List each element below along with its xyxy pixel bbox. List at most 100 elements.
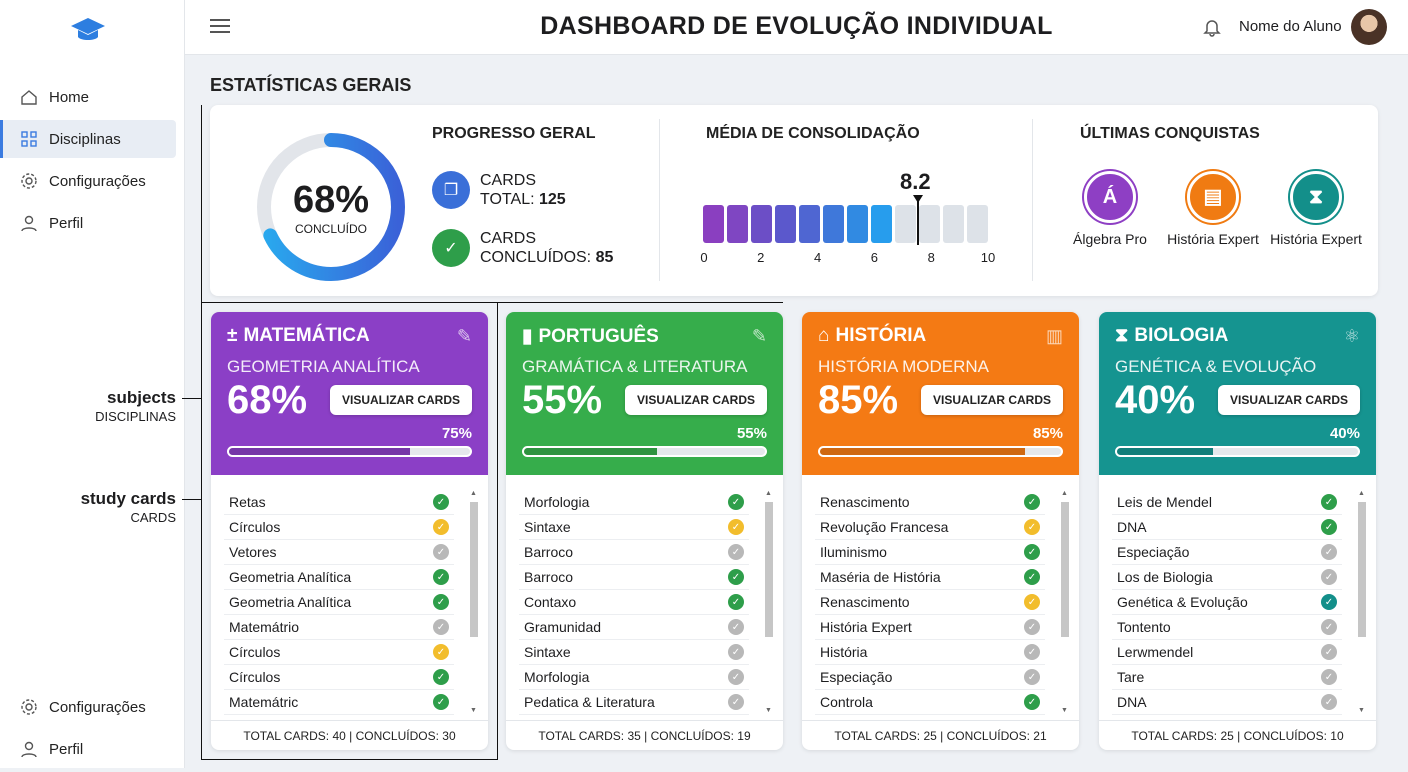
list-item[interactable]: Retas ✓ — [224, 490, 454, 515]
card-title: Morfologia — [524, 494, 590, 510]
list-item[interactable]: Los de Biologia ✓ — [1112, 565, 1342, 590]
map-icon[interactable]: ▥ — [1045, 326, 1063, 346]
list-item[interactable]: Maséria de História ✓ — [815, 565, 1045, 590]
list-item[interactable]: Renascimento ✓ — [815, 590, 1045, 615]
sidebar-item-perfil[interactable]: Perfil — [0, 204, 185, 242]
avatar[interactable] — [1351, 9, 1387, 45]
sidebar-item-disciplinas[interactable]: Disciplinas — [0, 120, 176, 158]
check-status-icon: ✓ — [1024, 594, 1040, 610]
list-item[interactable]: Pedatica & Literatura ✓ — [519, 690, 749, 715]
sidebar-item-configuracoes[interactable]: Configurações — [0, 162, 185, 200]
annotation-subjects: subjects DISCIPLINAS — [95, 388, 176, 424]
view-cards-button[interactable]: VISUALIZAR CARDS — [1217, 385, 1360, 415]
list-item[interactable]: Gramunidad ✓ — [519, 615, 749, 640]
progress-bar — [1115, 446, 1360, 457]
scale-segment — [895, 205, 916, 243]
card-title: Retas — [229, 494, 266, 510]
list-item[interactable]: Lerwmendel ✓ — [1112, 640, 1342, 665]
view-cards-button[interactable]: VISUALIZAR CARDS — [329, 385, 472, 415]
check-status-icon: ✓ — [1321, 594, 1337, 610]
menu-icon[interactable] — [210, 18, 230, 34]
list-item[interactable]: Morfologia ✓ — [519, 665, 749, 690]
list-item[interactable]: Genética & Evolução ✓ — [1112, 590, 1342, 615]
list-item[interactable]: Geometria Analítica ✓ — [224, 565, 454, 590]
scrollbar[interactable]: ▲ ▼ — [1061, 490, 1069, 714]
list-item[interactable]: Barroco ✓ — [519, 565, 749, 590]
badge-icon: ⧗ — [1290, 171, 1342, 223]
card-title: Especiação — [820, 669, 893, 685]
sidebar-item-label: Configurações — [49, 698, 146, 716]
achievement-badge[interactable]: ⧗ História Expert — [1261, 171, 1371, 248]
card-title: História — [820, 644, 868, 660]
check-status-icon: ✓ — [1321, 669, 1337, 685]
list-item[interactable]: DNA ✓ — [1112, 690, 1342, 715]
subject-name: MATEMÁTICA — [243, 325, 370, 346]
sidebar-item-perfil[interactable]: Perfil — [0, 730, 185, 768]
list-item[interactable]: Renascimento ✓ — [815, 490, 1045, 515]
list-item[interactable]: História ✓ — [815, 640, 1045, 665]
list-item[interactable]: Barroco ✓ — [519, 540, 749, 565]
view-cards-button[interactable]: VISUALIZAR CARDS — [920, 385, 1063, 415]
card-title: Geometria Analítica — [229, 594, 352, 610]
sidebar-item-configuracoes[interactable]: Configurações — [0, 688, 185, 726]
list-item[interactable]: Especiação ✓ — [815, 665, 1045, 690]
card-title: Iluminismo — [820, 544, 887, 560]
list-item[interactable]: Leis de Mendel ✓ — [1112, 490, 1342, 515]
card-title: Gramunidad — [524, 619, 602, 635]
check-status-icon: ✓ — [433, 644, 449, 660]
scale-segment — [943, 205, 964, 243]
scale-segment — [967, 205, 988, 243]
list-item[interactable]: Vetores ✓ — [224, 540, 454, 565]
atom-icon[interactable]: ⚛ — [1343, 326, 1360, 346]
list-item[interactable]: Matemátrio ✓ — [224, 615, 454, 640]
achievement-badge[interactable]: Á Álgebra Pro — [1055, 171, 1165, 248]
cards-list: Leis de Mendel ✓ DNA ✓ Especiação ✓ Los de Bio… — [1112, 490, 1342, 715]
cards-list: Morfologia ✓ Sintaxe ✓ Barroco ✓ Barroco ✓ Conta… — [519, 490, 749, 715]
bell-icon[interactable] — [1202, 17, 1222, 37]
bar-percent: 40% — [1329, 425, 1360, 442]
list-item[interactable]: Especiação ✓ — [1112, 540, 1342, 565]
card-title: Especiação — [1117, 544, 1190, 560]
museum-icon: ⌂ — [818, 325, 830, 346]
card-title: Círculos — [229, 669, 281, 685]
scrollbar[interactable]: ▲ ▼ — [470, 490, 478, 714]
edit-icon[interactable]: ✎ — [456, 326, 472, 346]
home-icon — [21, 90, 37, 105]
list-item[interactable]: Tontento ✓ — [1112, 615, 1342, 640]
list-item[interactable]: Matemátric ✓ — [224, 690, 454, 715]
check-status-icon: ✓ — [433, 519, 449, 535]
sidebar-item-home[interactable]: Home — [0, 78, 185, 116]
list-item[interactable]: Revolução Francesa ✓ — [815, 515, 1045, 540]
list-item[interactable]: História Expert ✓ — [815, 615, 1045, 640]
list-item[interactable]: Morfologia ✓ — [519, 490, 749, 515]
achievement-badge[interactable]: ▤ História Expert — [1158, 171, 1268, 248]
list-item[interactable]: Círculos ✓ — [224, 665, 454, 690]
check-status-icon: ✓ — [433, 694, 449, 710]
list-item[interactable]: Tare ✓ — [1112, 665, 1342, 690]
card-title: Tontento — [1117, 619, 1171, 635]
media-title: MÉDIA DE CONSOLIDAÇÃO — [706, 125, 920, 142]
scrollbar[interactable]: ▲ ▼ — [1358, 490, 1366, 714]
check-status-icon: ✓ — [1321, 694, 1337, 710]
list-item[interactable]: Iluminismo ✓ — [815, 540, 1045, 565]
check-status-icon: ✓ — [1321, 544, 1337, 560]
user-name[interactable]: Nome do Aluno — [1239, 18, 1342, 35]
user-icon — [21, 215, 37, 232]
cards-total: ❐ CARDS TOTAL: 125 — [432, 171, 566, 209]
card-footer: TOTAL CARDS: 35 | CONCLUÍDOS: 19 — [506, 720, 783, 750]
subject-subtitle: GENÉTICA & EVOLUÇÃO — [1115, 357, 1317, 376]
check-status-icon: ✓ — [433, 669, 449, 685]
list-item[interactable]: DNA ✓ — [1112, 515, 1342, 540]
user-icon — [21, 741, 37, 758]
list-item[interactable]: Geometria Analítica ✓ — [224, 590, 454, 615]
list-item[interactable]: Sintaxe ✓ — [519, 640, 749, 665]
list-item[interactable]: Círculos ✓ — [224, 515, 454, 540]
edit-icon[interactable]: ✎ — [751, 326, 767, 346]
list-item[interactable]: Círculos ✓ — [224, 640, 454, 665]
scrollbar[interactable]: ▲ ▼ — [765, 490, 773, 714]
view-cards-button[interactable]: VISUALIZAR CARDS — [624, 385, 767, 415]
list-item[interactable]: Contaxo ✓ — [519, 590, 749, 615]
card-title: Geometria Analítica — [229, 569, 352, 585]
list-item[interactable]: Sintaxe ✓ — [519, 515, 749, 540]
list-item[interactable]: Controla ✓ — [815, 690, 1045, 715]
